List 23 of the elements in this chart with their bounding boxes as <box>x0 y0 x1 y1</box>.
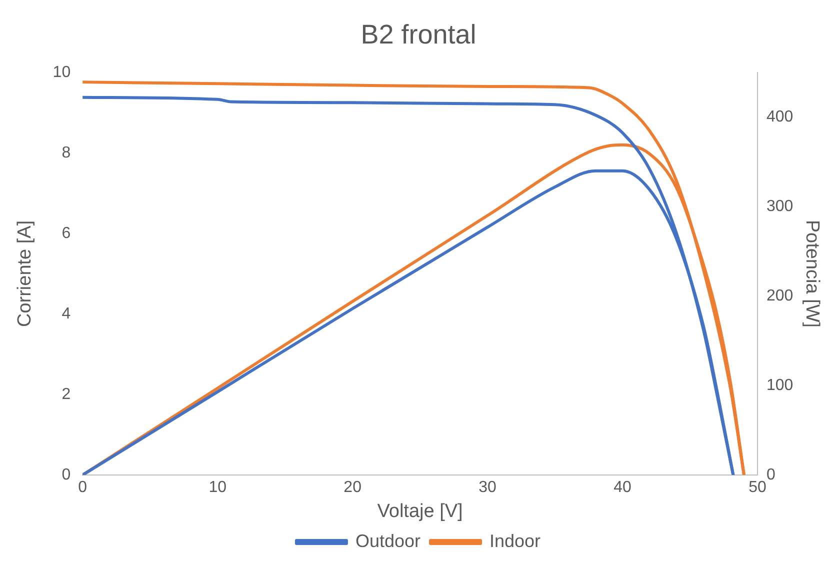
y2-axis-title: Potencia [W] <box>801 220 822 328</box>
legend-label: Indoor <box>490 530 541 551</box>
y2-tick-label: 0 <box>766 466 776 484</box>
x-tick-label: 20 <box>344 479 362 496</box>
x-tick-label: 0 <box>78 479 88 496</box>
y-tick-label: 4 <box>62 305 71 322</box>
x-tick-label: 50 <box>748 479 767 496</box>
y-axis-title: Corriente [A] <box>14 220 36 328</box>
legend-label: Outdoor <box>355 530 421 551</box>
y-tick-label: 0 <box>62 466 71 484</box>
x-tick-label: 30 <box>478 479 497 496</box>
x-axis-title: Voltaje [V] <box>377 500 463 522</box>
x-tick-label: 10 <box>208 479 227 496</box>
chart-title: B2 frontal <box>360 20 476 50</box>
y2-tick-label: 200 <box>766 287 794 304</box>
y2-tick-label: 300 <box>766 198 794 216</box>
y2-tick-label: 400 <box>766 108 794 126</box>
y2-tick-label: 100 <box>766 376 794 394</box>
y-tick-label: 8 <box>62 144 71 162</box>
x-tick-label: 40 <box>614 479 632 496</box>
y-tick-label: 2 <box>62 386 71 403</box>
y-tick-label: 10 <box>52 64 71 81</box>
y-tick-label: 6 <box>62 224 71 242</box>
